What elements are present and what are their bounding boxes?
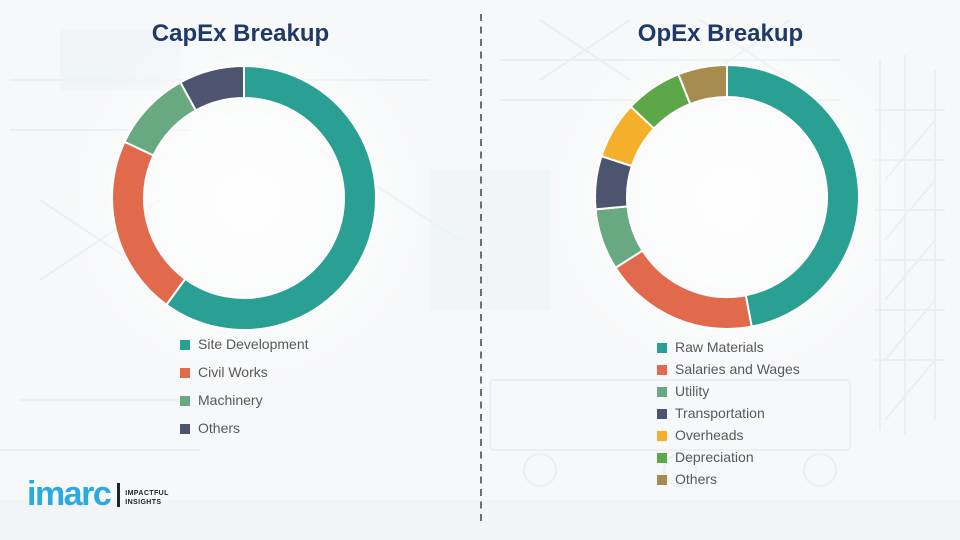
chart-title-opex: OpEx Breakup: [637, 20, 804, 47]
legend-swatch-machinery: [180, 395, 190, 406]
legend-item-overheads: Overheads: [657, 428, 800, 443]
legend-swatch-overheads: [657, 430, 667, 441]
donut-segment-others: [677, 63, 728, 106]
legend-swatch-utility: [657, 386, 667, 397]
legend-label: Others: [198, 420, 241, 436]
donut-svg-capex: [111, 64, 377, 331]
imarc-logo: imarc IMPACTFUL INSIGHTS: [27, 477, 169, 511]
legend-capex: Site Development Civil Works Machinery Othe…: [180, 337, 309, 449]
legend-label: Raw Materials: [675, 339, 764, 355]
donut-segment-raw-materials: [726, 63, 860, 328]
legend-label: Transportation: [675, 405, 765, 421]
legend-item-depreciation: Depreciation: [657, 450, 800, 465]
legend-label: Site Development: [198, 336, 309, 352]
donut-svg-opex: [594, 63, 860, 330]
legend-label: Depreciation: [675, 449, 754, 465]
donut-segment-machinery: [123, 80, 198, 157]
legend-swatch-others: [657, 474, 667, 485]
logo-tagline-line2: INSIGHTS: [125, 498, 162, 506]
legend-item-salaries-and-wages: Salaries and Wages: [657, 362, 800, 377]
legend-swatch-site-development: [180, 339, 190, 350]
legend-label: Overheads: [675, 427, 744, 443]
donut-chart-capex: [110, 64, 378, 332]
logo-tagline-line1: IMPACTFUL: [125, 490, 169, 497]
logo-divider-bar: [117, 483, 121, 507]
legend-label: Salaries and Wages: [675, 361, 800, 377]
legend-item-raw-materials: Raw Materials: [657, 340, 800, 355]
legend-item-others: Others: [180, 421, 309, 436]
legend-swatch-others: [180, 423, 190, 434]
legend-label: Others: [675, 471, 718, 487]
legend-swatch-civil-works: [180, 367, 190, 378]
legend-opex: Raw Materials Salaries and Wages Utility Tr…: [657, 340, 800, 494]
legend-item-others: Others: [657, 472, 800, 487]
logo-tagline: IMPACTFUL INSIGHTS: [125, 490, 169, 511]
donut-chart-opex: [593, 63, 861, 331]
legend-swatch-depreciation: [657, 452, 667, 463]
legend-label: Utility: [675, 383, 710, 399]
donut-segment-civil-works: [111, 140, 187, 307]
donut-segment-others: [179, 64, 245, 112]
chart-title-capex: CapEx Breakup: [151, 20, 330, 47]
imarc-brand-text: imarc: [27, 475, 112, 513]
legend-item-transportation: Transportation: [657, 406, 800, 421]
donut-segment-site-development: [165, 64, 377, 331]
legend-swatch-transportation: [657, 408, 667, 419]
legend-item-machinery: Machinery: [180, 393, 309, 408]
legend-label: Machinery: [198, 392, 263, 408]
dashed-divider-line: [480, 14, 482, 522]
legend-item-civil-works: Civil Works: [180, 365, 309, 380]
legend-label: Civil Works: [198, 364, 268, 380]
legend-swatch-raw-materials: [657, 342, 667, 353]
legend-swatch-salaries-and-wages: [657, 364, 667, 375]
legend-item-utility: Utility: [657, 384, 800, 399]
legend-item-site-development: Site Development: [180, 337, 309, 352]
donut-segment-salaries-and-wages: [614, 249, 753, 330]
